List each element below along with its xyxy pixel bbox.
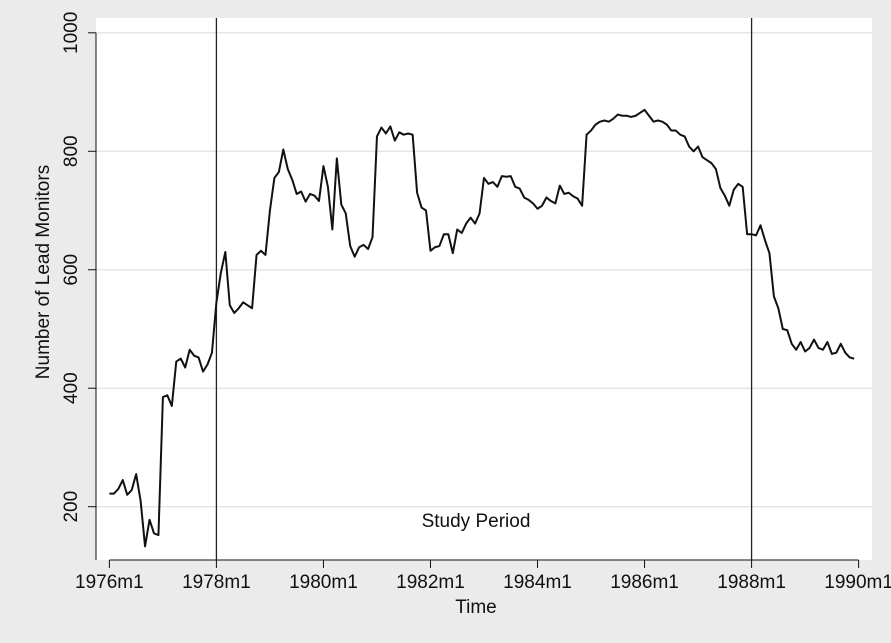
x-tick-label: 1982m1 bbox=[396, 572, 465, 593]
x-tick-label: 1984m1 bbox=[503, 572, 572, 593]
y-tick-label: 200 bbox=[61, 491, 82, 523]
y-tick-label: 1000 bbox=[61, 12, 82, 54]
annotation: Study Period bbox=[422, 511, 531, 532]
plot-area bbox=[96, 18, 872, 560]
x-tick-label: 1980m1 bbox=[289, 572, 358, 593]
x-tick-label: 1990m1 bbox=[824, 572, 891, 593]
x-axis-label: Time bbox=[455, 597, 497, 618]
x-tick-label: 1976m1 bbox=[75, 572, 144, 593]
x-tick-label: 1978m1 bbox=[182, 572, 251, 593]
x-tick-label: 1988m1 bbox=[717, 572, 786, 593]
y-tick-label: 400 bbox=[61, 372, 82, 404]
y-axis-label: Number of Lead Monitors bbox=[33, 165, 54, 379]
x-tick-label: 1986m1 bbox=[610, 572, 679, 593]
y-tick-label: 600 bbox=[61, 254, 82, 286]
y-tick-label: 800 bbox=[61, 135, 82, 167]
data-line bbox=[109, 108, 855, 548]
